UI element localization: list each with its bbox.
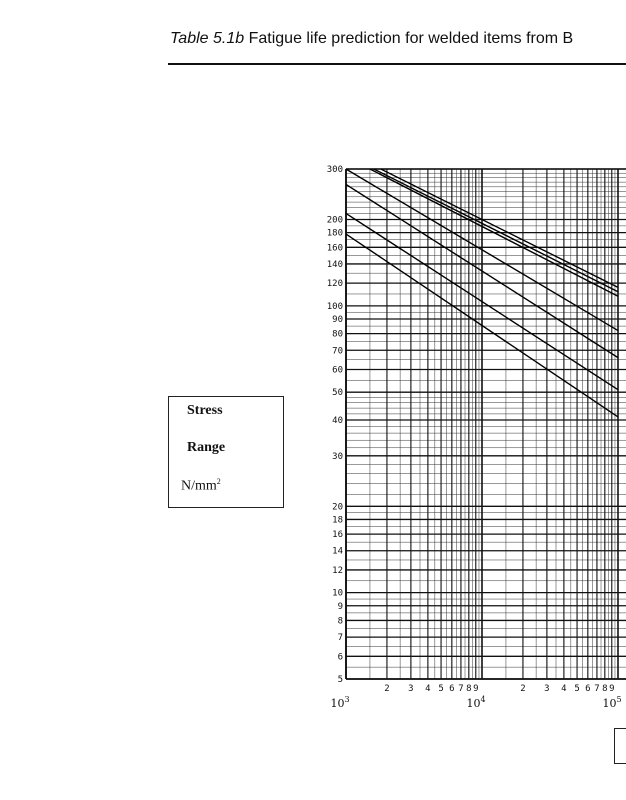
x-tick-label: 3 [408, 684, 413, 694]
sn-curve-2 [373, 169, 619, 293]
x-tick-label: 8 [466, 684, 471, 694]
y-tick-label: 5 [338, 675, 343, 685]
sn-curve-1 [369, 169, 619, 297]
x-tick-label: 8 [602, 684, 607, 694]
x-tick-label: 2 [384, 684, 389, 694]
y-tick-label: 180 [327, 229, 343, 239]
x-tick-label: 5 [574, 684, 579, 694]
y-axis-label-line-3: N/mm2 [181, 477, 221, 495]
y-tick-label: 200 [327, 216, 343, 226]
y-tick-label: 7 [338, 633, 343, 643]
y-tick-label: 14 [332, 547, 343, 557]
x-tick-label: 5 [438, 684, 443, 694]
x-tick-label: 7 [458, 684, 463, 694]
y-axis-label-box: Stress Range N/mm2 [168, 396, 284, 508]
x-decade-exponent: 3 [344, 695, 349, 704]
x-decade-label: 105 [602, 695, 621, 710]
y-tick-label: 140 [327, 260, 343, 270]
x-decade-exponent: 4 [480, 695, 485, 704]
sn-curve-3 [380, 169, 619, 288]
y-tick-label: 90 [332, 315, 343, 325]
y-tick-label: 100 [327, 302, 343, 312]
y-tick-label: 10 [332, 589, 343, 599]
sn-curve-6 [346, 212, 619, 391]
table-title: Fatigue life prediction for welded items… [248, 30, 574, 47]
y-tick-label: 8 [338, 616, 343, 626]
x-decade-label: 104 [466, 695, 485, 710]
header-rule [168, 63, 626, 65]
y-tick-label: 70 [332, 346, 343, 356]
y-axis-label-line-1: Stress [187, 403, 223, 418]
table-number: Table 5.1b [170, 30, 245, 47]
x-tick-label: 6 [449, 684, 454, 694]
y-axis-unit: N/mm [181, 478, 217, 494]
y-tick-label: 60 [332, 365, 343, 375]
y-axis-label-line-2: Range [187, 440, 226, 455]
x-decade-label: 103 [330, 695, 349, 710]
table-caption: Table 5.1b Fatigue life prediction for w… [170, 30, 573, 48]
x-tick-label: 4 [561, 684, 566, 694]
x-tick-label: 7 [594, 684, 599, 694]
y-axis-unit-superscript: 2 [216, 477, 221, 486]
y-tick-label: 12 [332, 566, 343, 576]
y-tick-label: 300 [327, 165, 343, 175]
y-tick-label: 16 [332, 530, 343, 540]
y-tick-label: 80 [332, 330, 343, 340]
sn-curve-4 [346, 169, 619, 332]
sn-curve-5 [346, 183, 619, 359]
x-tick-label: 9 [473, 684, 478, 694]
y-tick-label: 6 [338, 652, 343, 662]
x-tick-label: 6 [585, 684, 590, 694]
x-tick-label: 9 [609, 684, 614, 694]
x-tick-label: 3 [544, 684, 549, 694]
x-tick-label: 2 [520, 684, 525, 694]
y-tick-label: 160 [327, 243, 343, 253]
y-tick-label: 120 [327, 279, 343, 289]
y-tick-label: 18 [332, 515, 343, 525]
y-tick-label: 30 [332, 452, 343, 462]
sn-curve-7 [346, 233, 619, 418]
x-decade-exponent: 5 [616, 695, 621, 704]
y-tick-label: 20 [332, 502, 343, 512]
x-axis-label-box [614, 728, 626, 764]
x-tick-label: 4 [425, 684, 430, 694]
y-tick-label: 9 [338, 602, 343, 612]
y-tick-label: 50 [332, 388, 343, 398]
y-tick-label: 40 [332, 416, 343, 426]
